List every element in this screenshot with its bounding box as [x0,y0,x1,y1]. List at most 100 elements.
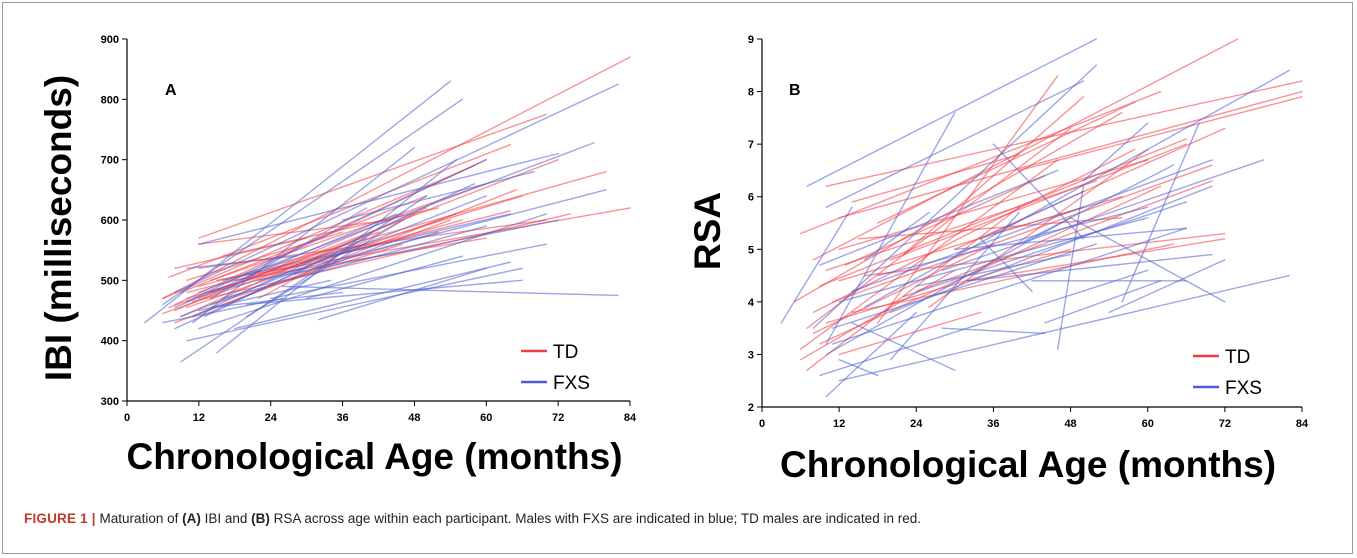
caption-ref-b: (B) [251,511,270,526]
b-td-trajectory [877,101,1136,224]
b-td-trajectory [877,75,1059,324]
b-td-trajectory [799,90,1162,235]
a-fxs-trajectory [192,146,416,324]
b-td-trajectory [889,143,1187,261]
b-td-trajectory [832,164,1213,303]
b-y-tick-label: 7 [748,139,754,151]
b-fxs-trajectory [1018,164,1175,245]
b-fxs-trajectory [832,227,1187,345]
a-fxs-trajectory [162,297,284,324]
b-fxs-trajectory [1108,259,1226,314]
b-td-trajectory [806,206,1020,371]
b-fxs-trajectory [838,274,1290,382]
b-td-trajectory [838,311,982,356]
figure-caption: FIGURE 1 | Maturation of (A) IBI and (B)… [24,511,1344,526]
b-legend-label-td: TD [1225,347,1250,368]
b-td-trajectory [838,90,1303,219]
b-x-tick-label: 48 [1064,418,1076,430]
a-fxs-trajectory [198,213,547,330]
a-fxs-trajectory [246,279,523,306]
a-td-trajectory [210,243,404,306]
a-fxs-trajectory [341,171,535,221]
a-y-tick-label: 300 [101,396,119,408]
a-x-tick-label: 36 [336,412,348,424]
b-td-trajectory [902,96,1085,256]
b-fxs-trajectory [941,159,1265,272]
b-x-tick-label: 36 [987,418,999,430]
b-fxs-trajectory [877,206,1149,277]
b-td-trajectory [838,159,1149,250]
b-td-trajectory [819,185,1162,345]
b-fxs-trajectory [1082,122,1149,182]
b-fxs-trajectory [1057,185,1085,350]
a-y-tick-label: 900 [101,34,119,46]
b-y-tick-label: 8 [748,87,754,99]
b-fxs-trajectory [825,80,1085,208]
a-fxs-trajectory [234,261,511,330]
a-fxs-trajectory [305,255,464,300]
a-y-axis-title: IBI (milliseconds) [38,75,79,381]
caption-text-3: RSA across age within each participant. … [269,511,921,526]
a-x-tick-label: 12 [193,412,205,424]
b-td-trajectory [812,38,1239,261]
b-fxs-trajectory [1044,280,1162,324]
b-fxs-trajectory [992,143,1085,240]
b-fxs-trajectory [915,253,1072,287]
a-y-tick-label: 600 [101,215,119,227]
b-fxs-trajectory [967,253,1213,282]
caption-ref-a: (A) [182,511,201,526]
b-fxs-trajectory [979,190,1085,240]
b-fxs-trajectory [838,358,879,377]
b-fxs-trajectory [889,211,1020,361]
b-panel-letter: B [789,82,801,99]
a-td-trajectory [198,113,547,239]
b-fxs-trajectory [1069,217,1226,303]
b-y-axis-title: RSA [687,192,728,270]
b-x-tick-label: 84 [1296,418,1309,430]
b-fxs-trajectory [889,185,1213,314]
a-x-tick-label: 0 [124,412,130,424]
b-fxs-trajectory [851,159,1213,293]
b-x-tick-label: 24 [910,418,923,430]
b-y-tick-label: 4 [748,297,755,309]
a-fxs-trajectory [162,98,464,306]
a-fxs-trajectory [281,285,619,297]
b-fxs-trajectory [902,201,1187,298]
a-x-tick-label: 60 [480,412,492,424]
a-legend-label-td: TD [553,342,578,363]
a-fxs-trajectory [216,158,458,354]
b-legend-label-fxs: FXS [1225,378,1262,399]
b-fxs-trajectory [851,322,956,371]
b-fxs-trajectory [864,211,930,261]
a-panel-letter: A [165,82,177,99]
b-x-tick-label: 60 [1142,418,1154,430]
a-legend-label-fxs: FXS [553,373,590,394]
a-fxs-trajectory [198,279,332,312]
a-fxs-trajectory [317,267,487,321]
b-fxs-trajectory [819,269,1149,377]
a-x-tick-label: 24 [265,412,278,424]
b-td-trajectory [928,148,1149,308]
b-td-trajectory [967,238,1226,282]
b-x-tick-label: 12 [833,418,845,430]
a-y-tick-label: 400 [101,336,119,348]
b-y-tick-label: 5 [748,244,754,256]
b-y-tick-label: 2 [748,402,754,414]
a-y-tick-label: 500 [101,275,119,287]
a-td-trajectory [162,56,631,300]
b-fxs-trajectory [1121,122,1200,303]
b-td-trajectory [864,232,1226,277]
a-fxs-trajectory [180,195,428,363]
b-x-tick-label: 0 [759,418,765,430]
a-fxs-trajectory [198,152,559,245]
a-x-tick-label: 84 [624,412,637,424]
a-fxs-trajectory [222,243,380,282]
caption-text-1: Maturation of [95,511,183,526]
b-fxs-trajectory [780,206,853,324]
a-td-trajectory [216,207,631,282]
a-x-axis-title: Chronological Age (months) [126,436,622,477]
a-y-tick-label: 800 [101,94,119,106]
b-y-tick-label: 3 [748,349,754,361]
b-fxs-trajectory [954,227,1187,250]
